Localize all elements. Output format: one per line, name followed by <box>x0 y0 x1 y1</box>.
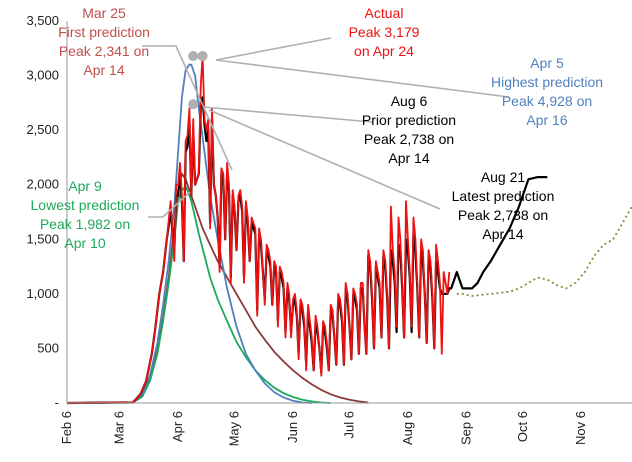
leader-line <box>142 45 233 171</box>
series-line-0 <box>66 55 451 404</box>
series-line-2 <box>456 206 632 297</box>
annotation-1: Actual Peak 3,179 on Apr 24 <box>349 5 420 59</box>
y-tick-label: 3,000 <box>26 68 59 83</box>
peak-marker-1 <box>197 51 208 62</box>
x-tick-label: Jul 6 <box>342 411 357 438</box>
leader-layer <box>142 37 510 218</box>
annotation-5: Apr 9 Lowest prediction Peak 1,982 on Apr 1… <box>31 178 140 251</box>
y-tick-label: 2,500 <box>26 122 59 137</box>
peak-marker-2 <box>188 99 199 110</box>
x-tick-label: Nov 6 <box>573 411 588 445</box>
annotation-0: Mar 25 First prediction Peak 2,341 on Apr 1… <box>58 5 150 78</box>
x-tick-label: Jun 6 <box>285 411 300 443</box>
x-tick-label: Feb 6 <box>59 411 74 444</box>
y-tick-labels: - 500 1,000 1,500 2,000 2,500 3,000 3,500 <box>26 13 59 410</box>
leader-line <box>148 191 191 218</box>
leader-line <box>208 109 441 210</box>
peak-marker-0 <box>188 51 199 62</box>
annotation-4: Aug 21 Latest prediction Peak 2,738 on Apr … <box>452 169 555 242</box>
x-tick-label: May 6 <box>227 411 242 446</box>
leader-line <box>215 59 510 98</box>
y-tick-label: 2,000 <box>26 177 59 192</box>
x-tick-label: Mar 6 <box>112 411 127 444</box>
annotation-2: Apr 5 Highest prediction Peak 4,928 on Apr … <box>491 55 603 128</box>
y-tick-label: 500 <box>37 340 59 355</box>
x-tick-label: Apr 6 <box>170 411 185 442</box>
y-tick-label: - <box>55 395 59 410</box>
series-line-4 <box>66 185 331 404</box>
x-tick-label: Sep 6 <box>458 411 473 445</box>
y-tick-label: 1,500 <box>26 231 59 246</box>
axes-layer <box>66 21 632 404</box>
marker-layer <box>188 51 208 110</box>
x-tick-labels: Feb 6 Mar 6 Apr 6 May 6 Jun 6 Jul 6 Aug 6 Sep 6… <box>59 411 588 446</box>
x-tick-label: Aug 6 <box>400 411 415 445</box>
annotation-3: Aug 6 Prior prediction Peak 2,738 on Apr 14 <box>362 93 456 166</box>
annotations: Mar 25 First prediction Peak 2,341 on Apr 1… <box>31 5 604 251</box>
leader-line <box>202 106 373 123</box>
leader-line <box>215 37 332 61</box>
x-tick-label: Oct 6 <box>515 411 530 442</box>
y-tick-label: 3,500 <box>26 13 59 28</box>
y-tick-label: 1,000 <box>26 286 59 301</box>
